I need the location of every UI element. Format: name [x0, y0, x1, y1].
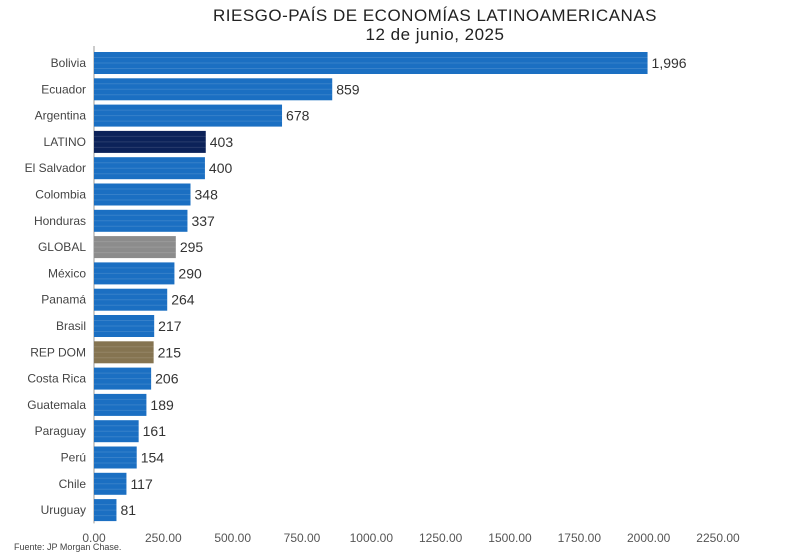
category-label: Ecuador — [41, 82, 86, 96]
bar-colombia — [94, 183, 191, 206]
value-label: 678 — [286, 108, 310, 124]
value-label: 189 — [150, 397, 174, 413]
category-label: Costa Rica — [27, 372, 86, 386]
bar-bolivia — [94, 52, 648, 74]
value-label: 295 — [180, 239, 204, 255]
bar-paraguay — [94, 420, 139, 443]
value-label: 206 — [155, 371, 179, 387]
x-tick-label: 250.00 — [145, 531, 182, 545]
category-label: Bolivia — [51, 56, 87, 70]
category-label: REP DOM — [30, 345, 86, 359]
category-label: Uruguay — [41, 503, 86, 517]
bar-brasil — [94, 315, 155, 337]
x-tick-label: 500.00 — [214, 531, 251, 545]
chart-subtitle: 12 de junio, 2025 — [365, 25, 505, 44]
category-label: Honduras — [34, 214, 86, 228]
x-tick-label: 1000.00 — [350, 531, 394, 545]
category-label: El Salvador — [25, 161, 86, 175]
category-label: GLOBAL — [38, 240, 86, 254]
category-label: Chile — [59, 477, 87, 491]
bar-ecuador — [94, 78, 333, 101]
x-tick-label: 750.00 — [284, 531, 321, 545]
bar-panamá — [94, 288, 168, 311]
bar-uruguay — [94, 499, 117, 522]
bar-perú — [94, 446, 137, 469]
category-label: México — [48, 266, 86, 280]
value-label: 400 — [209, 160, 233, 176]
category-label: Colombia — [35, 188, 86, 202]
source-note: Fuente: JP Morgan Chase. — [14, 542, 122, 552]
x-tick-label: 0.00 — [82, 531, 106, 545]
x-tick-label: 1500.00 — [488, 531, 532, 545]
bar-guatemala — [94, 393, 147, 416]
value-label: 217 — [158, 318, 182, 334]
category-label: Paraguay — [35, 424, 86, 438]
x-tick-label: 1250.00 — [419, 531, 463, 545]
bar-honduras — [94, 209, 188, 232]
bar-chile — [94, 472, 127, 495]
value-label: 161 — [143, 423, 167, 439]
value-label: 215 — [158, 344, 182, 360]
category-label: Argentina — [35, 109, 87, 123]
value-label: 264 — [171, 292, 195, 308]
value-label: 154 — [141, 450, 165, 466]
value-label: 117 — [130, 476, 153, 492]
category-label: Panamá — [41, 293, 86, 307]
category-label: Perú — [61, 451, 86, 465]
category-label: Guatemala — [27, 398, 86, 412]
bar-méxico — [94, 262, 175, 285]
x-tick-label: 2000.00 — [627, 531, 671, 545]
value-label: 1,996 — [652, 55, 687, 71]
value-label: 337 — [191, 213, 215, 229]
bar-global — [94, 236, 176, 259]
x-tick-label: 2250.00 — [696, 531, 740, 545]
value-label: 348 — [195, 187, 219, 203]
bar-rep-dom — [94, 341, 154, 364]
bar-latino — [94, 130, 206, 153]
category-label: Brasil — [56, 319, 86, 333]
chart-title: RIESGO-PAÍS DE ECONOMÍAS LATINOAMERICANA… — [213, 6, 657, 25]
value-label: 403 — [210, 134, 234, 150]
bar-argentina — [94, 104, 283, 127]
value-label: 81 — [120, 502, 136, 518]
bar-costa-rica — [94, 367, 152, 390]
bar-el-salvador — [94, 157, 205, 180]
x-tick-label: 1750.00 — [558, 531, 602, 545]
value-label: 859 — [336, 81, 360, 97]
category-label: LATINO — [44, 135, 86, 149]
value-label: 290 — [178, 265, 202, 281]
